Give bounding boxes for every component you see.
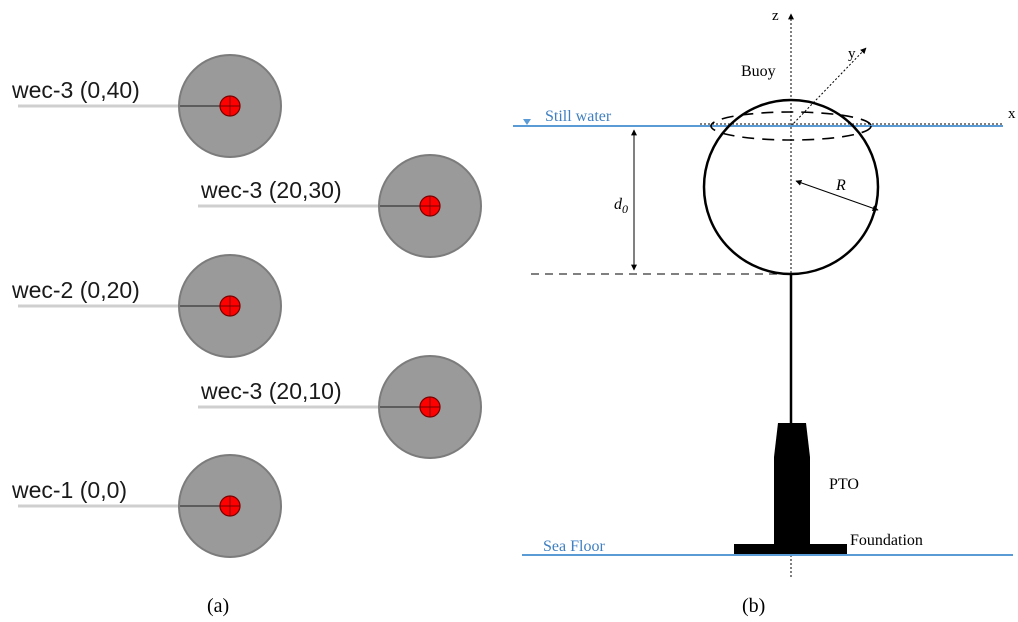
wec-label: wec-2 (0,20) [11,277,140,303]
panel-b: z y Still water x Buoy R d0 PTO Foundati… [513,8,1016,617]
pto-label: PTO [829,476,859,493]
wec-marker: wec-3 (20,10) [198,355,482,459]
wec-label: wec-3 (0,40) [11,77,140,103]
y-axis-label: y [848,46,856,62]
wec-label: wec-3 (20,30) [200,177,342,203]
x-axis-label: x [1008,106,1016,122]
wec-label: wec-3 (20,10) [200,378,342,404]
wec-marker: wec-3 (20,30) [198,154,482,258]
buoy-label: Buoy [741,63,776,80]
pto-body [774,457,810,545]
radius-label: R [835,177,846,194]
wec-marker: wec-2 (0,20) [11,254,282,358]
z-axis-label: z [772,8,779,24]
still-water-label: Still water [545,108,612,125]
foundation-block [734,544,847,554]
foundation-label: Foundation [850,532,923,549]
sea-floor-label: Sea Floor [543,538,605,555]
wec-marker: wec-3 (0,40) [11,54,282,158]
wec-marker: wec-1 (0,0) [11,454,282,558]
waterplane-ellipse [710,111,872,141]
radius-arrow [795,179,879,212]
caption-a: (a) [207,595,229,617]
pto-top [774,423,810,457]
wec-label: wec-1 (0,0) [11,477,127,503]
panel-a: wec-3 (0,40) wec-3 (20,30) wec-2 (0,20) [11,54,482,617]
water-level-triangle [523,119,531,125]
caption-b: (b) [742,595,765,617]
draft-label: d0 [614,196,628,216]
